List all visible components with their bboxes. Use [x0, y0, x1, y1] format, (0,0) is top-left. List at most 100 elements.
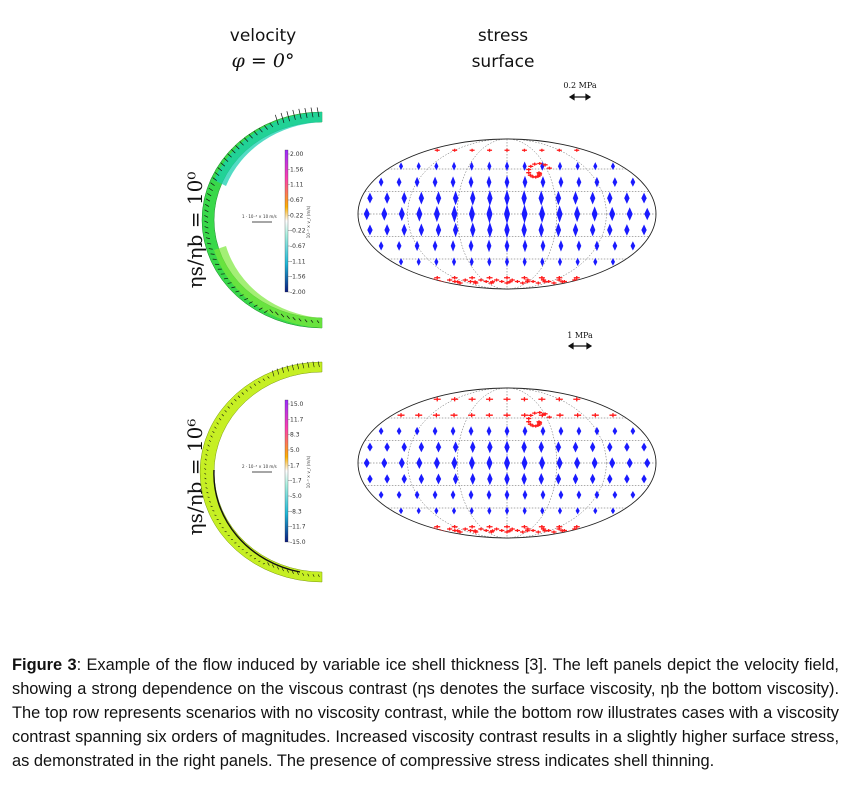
velocity-arrow [206, 449, 209, 452]
stress-glyph-compression [384, 442, 390, 452]
velocity-arrow [253, 558, 257, 560]
velocity-arrow [310, 319, 314, 323]
colorbar-tick-label: -0.67 [290, 243, 306, 250]
stress-glyph-compression [504, 239, 510, 253]
velocity-arrow [227, 406, 230, 409]
stress-glyph-compression [381, 207, 388, 221]
stress-glyph-compression [572, 441, 579, 453]
stress-glyph-compression [504, 221, 510, 239]
colorbar-tick-label: 2.00 [290, 151, 304, 158]
stress-glyph-compression [487, 221, 493, 238]
velocity-arrow [204, 477, 207, 480]
stress-glyph-compression [486, 455, 493, 471]
stress-glyph-compression [504, 256, 510, 267]
velocity-arrow [239, 141, 244, 146]
velocity-arrow [210, 435, 213, 438]
velocity-arrow [258, 560, 261, 562]
stress-glyph-compression [504, 472, 510, 486]
stress-glyph-compression [576, 426, 582, 436]
velocity-arrow [204, 204, 210, 207]
stress-glyph-compression [470, 441, 476, 453]
stress-glyph-compression [630, 177, 636, 187]
velocity-arrow [231, 286, 236, 289]
stress-glyph-compression [612, 240, 618, 251]
velocity-arrow [217, 167, 223, 172]
velocity-arrow [269, 122, 274, 128]
stress-glyph-compression [398, 507, 404, 515]
figure-graphics: 2.00 1.56 1.11 0.67 0.22 -0.22 -0.67 -1.11 -1.56… [199, 93, 657, 583]
velocity-arrow [204, 463, 207, 466]
stress-glyph-compression [522, 239, 528, 253]
figure-caption: Figure 3: Example of the flow induced by… [12, 653, 839, 773]
stress-glyph-compression [451, 456, 458, 470]
stress-scale-label-bottom: 1 MPa [567, 331, 593, 340]
velocity-arrow [267, 562, 270, 566]
stress-glyph-compression [626, 457, 633, 469]
velocity-arrow [204, 468, 207, 470]
velocity-arrow [205, 453, 208, 456]
stress-glyph-compression [418, 473, 425, 485]
stress-map-top [357, 138, 657, 290]
velocity-arrow [210, 182, 215, 186]
velocity-arrow [316, 107, 320, 118]
stress-glyph-compression [363, 207, 370, 221]
stress-glyph-compression [486, 204, 493, 224]
colorbar-unit-top: 10⁻³ × v_r (m/s) [306, 205, 311, 238]
velocity-arrow [304, 319, 308, 323]
velocity-arrow [204, 458, 207, 461]
stress-glyph-compression [398, 162, 404, 171]
stress-glyph-compression [610, 257, 616, 266]
stress-glyph-compression [435, 441, 442, 453]
velocity-arrow [291, 570, 294, 574]
stress-glyph-compression [522, 426, 528, 437]
stress-glyph-compression [521, 455, 528, 471]
stress-glyph-compression [540, 507, 545, 515]
stress-glyph-compression [414, 426, 420, 436]
stress-glyph-compression [641, 442, 647, 452]
stress-glyph-compression [607, 191, 613, 205]
figure-label: Figure 3 [12, 656, 77, 674]
stress-glyph-compression [575, 257, 580, 267]
stress-glyph-compression [433, 205, 440, 223]
velocity-arrow [214, 172, 220, 176]
stress-glyph-compression [486, 426, 492, 437]
velocity-arrow [258, 127, 263, 133]
colorbar-tick-label: -1.11 [290, 258, 306, 265]
velocity-arrow [281, 366, 284, 373]
stress-glyph-compression [487, 506, 492, 515]
stress-glyph-compression [522, 489, 528, 500]
stress-glyph-compression [504, 506, 510, 515]
velocity-arrow [271, 370, 275, 377]
velocity-arrow [280, 313, 285, 318]
stress-glyph-compression [593, 257, 598, 266]
stress-glyph-compression [521, 440, 527, 454]
velocity-arrow [234, 398, 237, 402]
velocity-arrow [244, 297, 249, 301]
stress-glyph-compression [433, 456, 440, 470]
stress-glyph-compression [574, 205, 581, 223]
stress-glyph-compression [576, 490, 582, 500]
velocity-arrow [258, 307, 263, 311]
velocity-arrow [245, 389, 248, 392]
stress-glyph-compression [487, 190, 493, 207]
stress-glyph-compression [556, 205, 563, 223]
velocity-arrow [207, 242, 212, 245]
stress-glyph-compression [434, 507, 439, 515]
stress-scale-arrow-bottom [567, 342, 593, 350]
stress-glyph-compression [452, 222, 459, 238]
stress-glyph-compression [401, 474, 407, 484]
colorbar-tick-label: 15.0 [290, 401, 304, 408]
stress-glyph-compression [451, 205, 458, 223]
stress-glyph-compression [470, 473, 476, 485]
stress-glyph-compression [418, 441, 425, 453]
velocity-arrow [205, 487, 208, 489]
stress-glyph-compression [486, 175, 492, 189]
velocity-arrow [204, 226, 209, 229]
stress-glyph-compression [594, 176, 600, 188]
stress-glyph-compression [522, 175, 528, 189]
velocity-arrow [230, 402, 234, 405]
velocity-arrow [262, 378, 265, 381]
stress-glyph-compression [414, 176, 420, 188]
stress-glyph-compression [396, 490, 402, 499]
stress-glyph-compression [589, 223, 596, 237]
